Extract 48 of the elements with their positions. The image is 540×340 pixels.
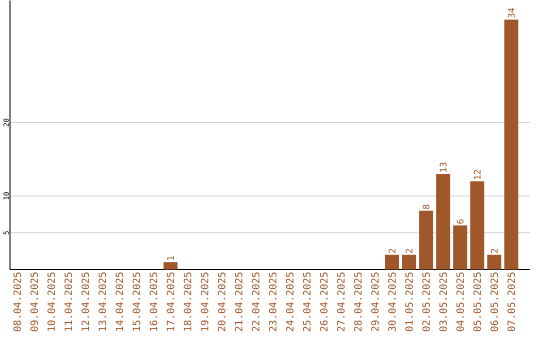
x-tick-label: 19.04.2025 xyxy=(200,272,208,330)
data-label: 6 xyxy=(456,219,464,224)
x-tick-label: 24.04.2025 xyxy=(286,272,294,331)
x-tick-label: 29.04.2025 xyxy=(371,272,379,331)
x-tick-label: 04.05.2025 xyxy=(456,272,464,331)
x-tick-label: 13.04.2025 xyxy=(98,272,106,330)
x-tick-label: 30.04.2025 xyxy=(388,272,396,331)
x-tick-label: 03.05.2025 xyxy=(439,272,447,331)
x-tick-label: 16.04.2025 xyxy=(150,272,158,330)
x-tick-label: 12.04.2025 xyxy=(82,272,90,330)
data-label: 34 xyxy=(508,8,515,18)
bar xyxy=(384,254,399,270)
data-label: 2 xyxy=(406,248,412,253)
x-tick-label: 18.04.2025 xyxy=(184,272,192,330)
x-tick-label: 20.04.2025 xyxy=(218,272,226,331)
x-tick-label: 21.04.2025 xyxy=(234,272,242,331)
x-tick-label: 22.04.2025 xyxy=(252,272,260,331)
x-tick-label: 17.04.2025 xyxy=(166,272,174,330)
x-tick-label: 10.04.2025 xyxy=(47,272,56,330)
bar xyxy=(402,254,416,270)
bar xyxy=(453,225,468,270)
data-label: 8 xyxy=(422,204,430,209)
x-tick-label: 06.05.2025 xyxy=(490,272,498,331)
x-tick-label: 08.04.2025 xyxy=(13,272,21,331)
x-tick-label: 11.04.2025 xyxy=(64,272,72,330)
data-label: 1 xyxy=(167,256,174,260)
data-label: 13 xyxy=(440,162,447,172)
x-tick-label: 09.04.2025 xyxy=(30,272,38,331)
data-label: 2 xyxy=(490,248,498,253)
x-tick-label: 05.05.2025 xyxy=(473,272,481,331)
x-tick-label: 23.04.2025 xyxy=(268,272,277,331)
x-tick-label: 14.04.2025 xyxy=(116,272,124,330)
x-tick-label: 26.04.2025 xyxy=(320,272,328,331)
bar xyxy=(504,19,518,270)
x-tick-label: 07.05.2025 xyxy=(507,272,516,331)
bar xyxy=(487,254,502,270)
x-tick-label: 27.04.2025 xyxy=(337,272,345,331)
x-tick-label: 25.04.2025 xyxy=(303,272,311,331)
bar xyxy=(470,181,484,270)
data-label: 2 xyxy=(388,248,396,253)
x-tick-label: 28.04.2025 xyxy=(354,272,362,331)
x-tick-label: 02.05.2025 xyxy=(422,272,430,331)
bar xyxy=(436,174,450,270)
bar xyxy=(164,262,178,270)
x-tick-label: 01.05.2025 xyxy=(405,272,413,331)
data-label: 12 xyxy=(474,170,481,179)
x-tick-label: 15.04.2025 xyxy=(132,272,140,330)
bar xyxy=(419,210,434,270)
